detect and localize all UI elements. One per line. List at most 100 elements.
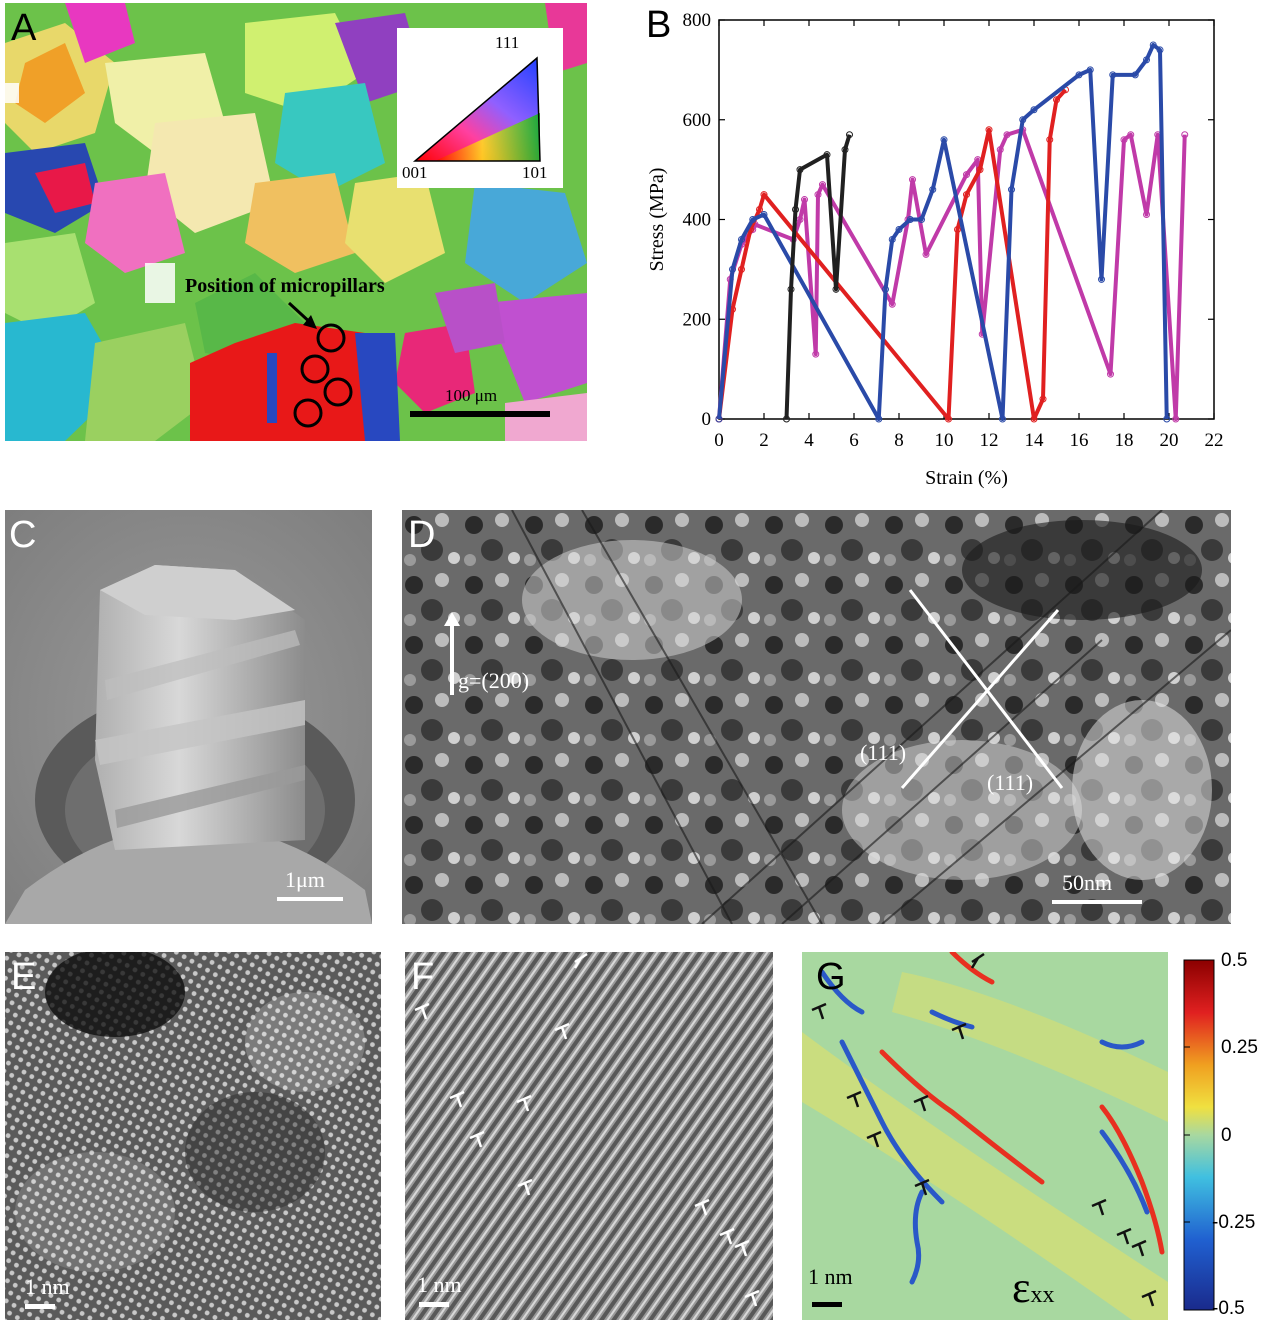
y-tick-label: 800 — [683, 10, 712, 31]
tem-image — [402, 510, 1231, 924]
series-line-2 — [717, 42, 1169, 421]
data-point — [812, 350, 820, 358]
data-point — [760, 211, 768, 219]
scalebar-a — [410, 411, 550, 417]
data-point — [1039, 395, 1047, 403]
data-point — [1008, 186, 1015, 194]
colorbar-ticks — [1184, 959, 1190, 1311]
data-point — [801, 196, 808, 204]
x-tick-label: 0 — [714, 430, 724, 451]
data-point — [963, 171, 970, 179]
data-point — [996, 146, 1004, 154]
data-point — [796, 216, 804, 223]
scalebar-e — [25, 1304, 55, 1309]
x-tick-label: 16 — [1070, 430, 1089, 451]
data-point — [783, 415, 790, 423]
y-tick-label: 200 — [683, 309, 712, 330]
data-point — [756, 206, 763, 214]
micropillar-marker — [316, 323, 346, 353]
x-tick-label: 8 — [894, 430, 904, 451]
data-point — [918, 216, 925, 223]
panel-label-c: C — [9, 514, 37, 556]
scalebar-f-label: 1 nm — [417, 1272, 462, 1297]
colorbar-tick-0: 0.5 — [1221, 952, 1248, 971]
panel-d: D g=(200) (111) (111) 50nm — [402, 510, 1231, 924]
scalebar-a-label: 100 μm — [445, 386, 498, 405]
data-point — [814, 191, 822, 199]
data-point — [922, 250, 930, 258]
series-line-1 — [717, 88, 1067, 421]
x-tick-label: 14 — [1025, 430, 1045, 451]
data-point — [1109, 71, 1117, 79]
strain-symbol-epsilon: ε — [1012, 1263, 1031, 1312]
ipf-label-001: 001 — [402, 163, 428, 182]
scalebar-c — [277, 897, 343, 901]
panel-g: G 1 nm εxx 0.5 0.25 0 -0.25 -0.5 — [802, 952, 1270, 1328]
data-point — [1107, 370, 1114, 378]
data-point — [792, 206, 799, 214]
x-tick-label: 20 — [1160, 430, 1179, 451]
panel-b: 0 2 4 6 8 10 12 14 16 18 20 22 0 200 400 600 800 Strain (… — [600, 0, 1270, 500]
panel-label-a: A — [11, 7, 37, 49]
scalebar-g — [812, 1302, 842, 1307]
data-point — [1053, 96, 1060, 104]
data-point — [976, 166, 984, 174]
panel-c: C 1μm — [5, 510, 372, 924]
data-point — [888, 300, 896, 308]
data-point — [954, 225, 961, 233]
dislocation-markers-g — [811, 952, 1157, 1307]
y-axis-label: Stress (MPa) — [646, 168, 668, 272]
data-point — [1003, 131, 1011, 139]
data-point — [846, 131, 853, 139]
data-point — [738, 235, 745, 243]
data-point — [945, 415, 952, 423]
scalebar-f — [419, 1302, 449, 1307]
data-point — [760, 191, 768, 199]
data-point — [715, 415, 723, 423]
data-point — [787, 285, 795, 293]
data-point — [1131, 71, 1139, 79]
micropillar-marker — [300, 354, 330, 384]
colorbar-tick-3: -0.25 — [1212, 1212, 1256, 1233]
strain-symbol: εxx — [1012, 1262, 1054, 1313]
dislocation-markers — [414, 952, 760, 1307]
data-point — [823, 151, 831, 159]
data-point — [985, 126, 993, 134]
ipf-label-111: 111 — [495, 33, 520, 52]
data-point — [929, 186, 937, 194]
x-tick-label: 12 — [980, 430, 999, 451]
data-point — [1181, 131, 1189, 139]
data-point — [1046, 136, 1054, 144]
hrtem-image — [5, 952, 381, 1320]
data-point — [1120, 136, 1128, 144]
x-tick-label: 22 — [1205, 430, 1224, 451]
y-tick-label: 0 — [702, 409, 712, 430]
series-line-3 — [784, 134, 852, 420]
data-point — [875, 415, 883, 423]
data-point — [1075, 71, 1083, 79]
strain-map — [802, 952, 1215, 1320]
x-tick-label: 4 — [804, 430, 814, 451]
ipf-label-101: 101 — [522, 163, 548, 182]
filtered-lattice-image — [405, 952, 773, 1320]
x-tick-label: 18 — [1115, 430, 1134, 451]
data-point — [1156, 46, 1164, 54]
data-point — [1098, 275, 1105, 283]
data-point — [1143, 211, 1150, 219]
scalebar-g-label: 1 nm — [808, 1264, 853, 1289]
data-point — [909, 176, 916, 184]
ebsd-map — [5, 3, 587, 441]
data-point — [841, 146, 849, 154]
colorbar-tick-2: 0 — [1221, 1125, 1232, 1146]
data-point — [1143, 56, 1150, 64]
data-point — [1086, 66, 1094, 74]
panel-label-g: G — [816, 956, 846, 998]
data-point — [888, 235, 896, 243]
x-axis-label: Strain (%) — [925, 467, 1008, 489]
data-point — [940, 136, 948, 144]
micropillar-marker — [323, 377, 353, 407]
panel-label-e: E — [11, 956, 37, 998]
plane-line-2 — [900, 609, 1060, 789]
scalebar-e-label: 1 nm — [25, 1274, 70, 1299]
plane-line-1 — [908, 589, 1064, 789]
